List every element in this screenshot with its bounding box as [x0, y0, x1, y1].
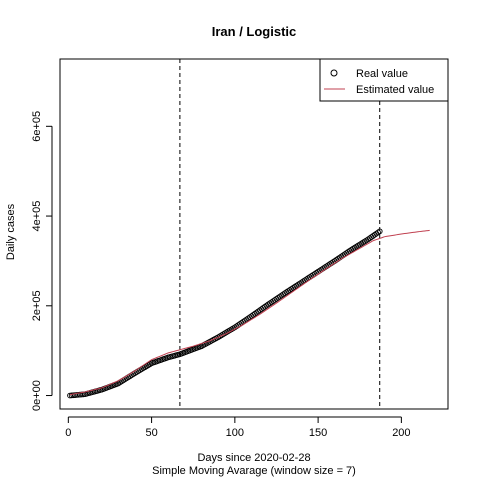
x-tick-label: 50 [145, 427, 157, 439]
x-tick-label: 100 [226, 427, 244, 439]
legend-real-marker [330, 69, 338, 77]
y-axis: 0e+00 2e+05 4e+05 6e+05 [31, 111, 53, 411]
x-axis-label: Days since 2020-02-28 [197, 452, 310, 464]
chart-subtitle: Simple Moving Avarage (window size = 7) [152, 465, 356, 477]
plot-frame [59, 58, 449, 410]
estimated-value-line [69, 229, 430, 396]
real-value-point [376, 228, 383, 235]
legend: Real value Estimated value [319, 58, 449, 102]
y-tick-label: 4e+05 [31, 201, 43, 232]
legend-real-label: Real value [356, 68, 408, 80]
chart-title: Iran / Logistic [212, 24, 297, 39]
y-tick-label: 2e+05 [31, 290, 43, 321]
y-tick-label: 0e+00 [31, 380, 43, 411]
x-tick-label: 0 [65, 427, 71, 439]
y-tick-label: 6e+05 [31, 111, 43, 142]
legend-estimated-label: Estimated value [356, 84, 434, 96]
y-axis-label: Daily cases [5, 203, 17, 260]
legend-box [319, 58, 449, 102]
plot-content [67, 59, 430, 409]
x-axis: 0 50 100 150 200 [65, 416, 411, 439]
x-tick-label: 150 [309, 427, 327, 439]
x-tick-label: 200 [392, 427, 410, 439]
